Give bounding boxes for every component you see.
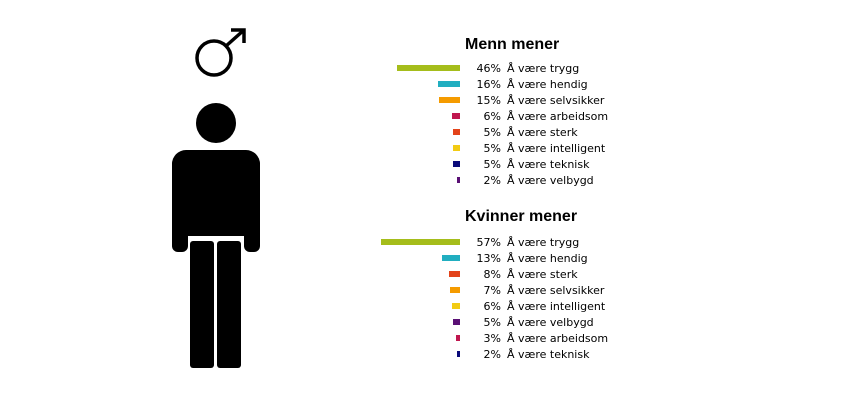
bar-row: 8% Å være sterk — [0, 267, 850, 283]
bar-category-label: Å være sterk — [507, 126, 578, 139]
bar-value-label: 6% — [483, 110, 501, 123]
bar — [453, 129, 460, 135]
bar-value-label: 6% — [483, 300, 501, 313]
bar-row: 15% Å være selvsikker — [0, 93, 850, 109]
bar-category-label: Å være velbygd — [507, 174, 594, 187]
bar-value-label: 2% — [483, 174, 501, 187]
bar-category-label: Å være selvsikker — [507, 94, 605, 107]
bar-row: 5% Å være teknisk — [0, 157, 850, 173]
bar — [449, 271, 460, 277]
male-symbol-icon — [195, 28, 246, 77]
bar-value-label: 7% — [483, 284, 501, 297]
bar-row: 6% Å være arbeidsom — [0, 109, 850, 125]
bar — [439, 97, 460, 103]
bar-row: 7% Å være selvsikker — [0, 283, 850, 299]
bar — [442, 255, 460, 261]
bar-category-label: Å være velbygd — [507, 316, 594, 329]
bar — [452, 303, 460, 309]
bar — [453, 145, 460, 151]
man-figure-icon — [172, 103, 260, 368]
bar-category-label: Å være teknisk — [507, 348, 590, 361]
bar-category-label: Å være hendig — [507, 252, 588, 265]
bar-category-label: Å være hendig — [507, 78, 588, 91]
bar-value-label: 5% — [483, 158, 501, 171]
bar-row: 5% Å være intelligent — [0, 141, 850, 157]
bar — [457, 351, 460, 357]
bar-category-label: Å være selvsikker — [507, 284, 605, 297]
bar-category-label: Å være sterk — [507, 268, 578, 281]
bar-value-label: 5% — [483, 142, 501, 155]
bar-row: 3% Å være arbeidsom — [0, 331, 850, 347]
women-chart-title: Kvinner mener — [465, 208, 578, 225]
bar — [381, 239, 460, 245]
bar-value-label: 2% — [483, 348, 501, 361]
bar-row: 13% Å være hendig — [0, 251, 850, 267]
bar-value-label: 13% — [476, 252, 501, 265]
bar-value-label: 5% — [483, 316, 501, 329]
bar-value-label: 57% — [476, 236, 501, 249]
bar-row: 5% Å være sterk — [0, 125, 850, 141]
bar-category-label: Å være arbeidsom — [507, 332, 609, 345]
bar-row: 46% Å være trygg — [0, 61, 850, 77]
bar-value-label: 5% — [483, 126, 501, 139]
bar — [456, 335, 460, 341]
bar-category-label: Å være trygg — [507, 62, 580, 75]
bar-category-label: Å være intelligent — [507, 142, 606, 155]
bar-category-label: Å være arbeidsom — [507, 110, 609, 123]
bar-value-label: 15% — [476, 94, 501, 107]
bar-value-label: 46% — [476, 62, 501, 75]
bar-row: 6% Å være intelligent — [0, 299, 850, 315]
bar-row: 5% Å være velbygd — [0, 315, 850, 331]
bar-value-label: 8% — [483, 268, 501, 281]
bar-row: 16% Å være hendig — [0, 77, 850, 93]
bar — [453, 161, 460, 167]
bar — [453, 319, 460, 325]
bar-value-label: 3% — [483, 332, 501, 345]
men-chart-title: Menn mener — [465, 36, 560, 53]
bar-row: 2% Å være teknisk — [0, 347, 850, 363]
bar — [457, 177, 460, 183]
bar-row: 2% Å være velbygd — [0, 173, 850, 189]
bar — [452, 113, 460, 119]
bar-category-label: Å være trygg — [507, 236, 580, 249]
bar-category-label: Å være teknisk — [507, 158, 590, 171]
bar-category-label: Å være intelligent — [507, 300, 606, 313]
bar-row: 57% Å være trygg — [0, 235, 850, 251]
bar — [438, 81, 460, 87]
bar — [450, 287, 460, 293]
bar-value-label: 16% — [476, 78, 501, 91]
bar — [397, 65, 460, 71]
